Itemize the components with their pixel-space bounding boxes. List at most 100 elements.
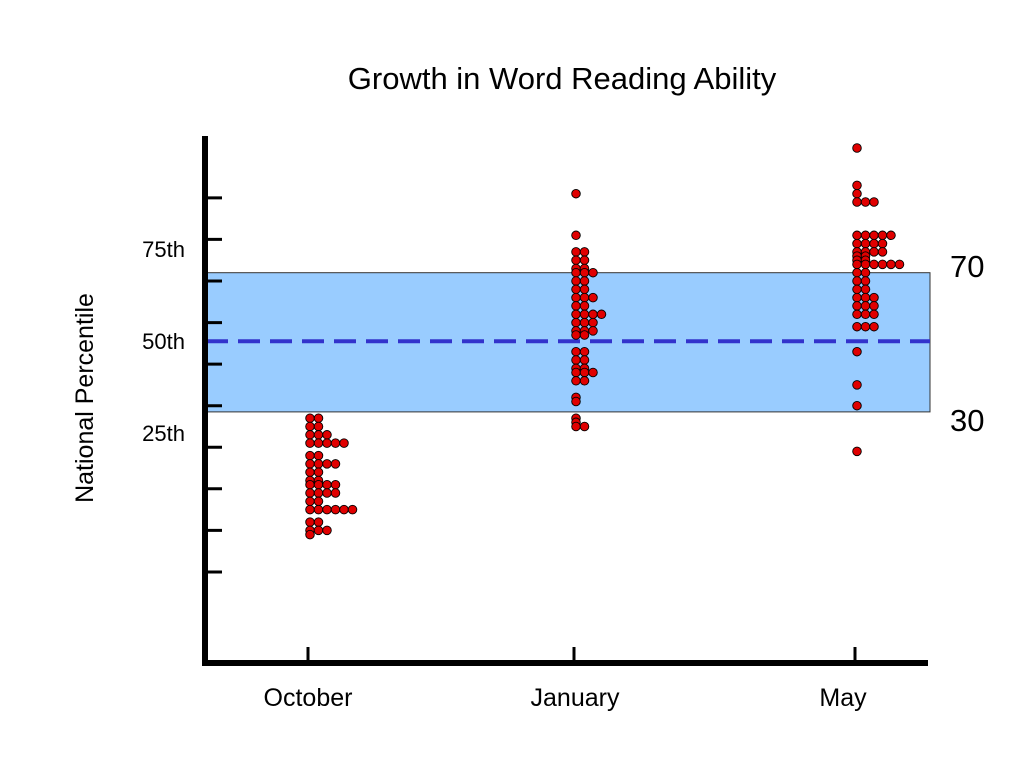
data-point-october: [322, 488, 332, 498]
data-point-october: [313, 517, 324, 527]
data-point-may: [852, 143, 862, 153]
data-point-may: [877, 247, 888, 257]
data-point-may: [852, 230, 862, 241]
data-point-january: [579, 367, 590, 378]
data-points: [305, 143, 905, 540]
data-point-may: [852, 446, 862, 457]
data-point-october: [305, 504, 315, 515]
data-point-may: [852, 197, 862, 207]
data-point-may: [869, 247, 879, 257]
data-point-october: [322, 479, 332, 490]
data-point-may: [886, 230, 896, 241]
data-point-october: [313, 413, 324, 423]
data-point-october: [313, 496, 324, 507]
data-point-january: [579, 346, 590, 357]
data-point-october: [322, 459, 332, 469]
data-point-october: [305, 438, 315, 448]
data-point-october: [322, 525, 332, 536]
data-point-may: [852, 259, 862, 270]
data-point-january: [588, 267, 598, 278]
data-point-january: [571, 376, 581, 386]
data-point-january: [596, 309, 607, 320]
data-point-january: [579, 292, 590, 303]
data-point-october: [322, 430, 332, 440]
data-point-january: [579, 421, 590, 432]
data-point-may: [877, 259, 888, 270]
data-point-may: [860, 267, 871, 278]
data-point-may: [860, 197, 871, 207]
data-point-october: [330, 504, 341, 515]
data-point-may: [869, 321, 879, 332]
data-point-october: [305, 459, 315, 469]
data-point-january: [571, 355, 581, 365]
data-point-january: [579, 255, 590, 265]
data-point-may: [869, 197, 879, 207]
data-point-january: [579, 330, 590, 340]
data-point-october: [313, 525, 324, 536]
data-point-may: [869, 230, 879, 241]
data-point-january: [579, 284, 590, 295]
data-point-january: [579, 247, 590, 257]
data-point-january: [571, 230, 581, 241]
data-point-october: [305, 529, 315, 540]
data-point-january: [571, 292, 581, 303]
data-point-may: [852, 284, 862, 295]
data-point-may: [852, 321, 862, 332]
data-point-october: [305, 488, 315, 498]
data-point-may: [852, 180, 862, 191]
data-point-may: [869, 309, 879, 320]
data-point-october: [305, 467, 315, 477]
data-point-may: [852, 276, 862, 286]
data-point-may: [852, 400, 862, 411]
y-tick-label-75th: 75th: [142, 237, 185, 262]
data-point-january: [579, 376, 590, 386]
data-point-january: [571, 330, 581, 340]
data-point-october: [305, 479, 315, 490]
data-point-january: [571, 284, 581, 295]
data-point-january: [571, 247, 581, 257]
data-point-january: [579, 301, 590, 311]
y-axis-label: National Percentile: [71, 293, 99, 503]
data-point-october: [305, 413, 315, 423]
data-point-october: [313, 430, 324, 440]
data-point-january: [571, 188, 581, 199]
data-point-may: [869, 238, 879, 249]
data-point-october: [347, 504, 358, 515]
data-point-may: [852, 380, 862, 390]
data-point-january: [579, 355, 590, 365]
data-point-january: [571, 255, 581, 265]
data-point-october: [330, 488, 341, 498]
data-point-october: [313, 488, 324, 498]
data-point-january: [588, 292, 598, 303]
data-point-may: [894, 259, 905, 270]
data-point-may: [852, 346, 862, 357]
data-point-may: [852, 267, 862, 278]
data-point-january: [579, 267, 590, 278]
data-point-may: [852, 238, 862, 249]
data-point-may: [852, 301, 862, 311]
data-point-may: [869, 292, 879, 303]
data-point-january: [588, 326, 598, 336]
y-tick-label-25th: 25th: [142, 421, 185, 446]
data-point-january: [571, 301, 581, 311]
data-point-october: [305, 450, 315, 461]
x-tick-label-january: January: [531, 684, 620, 712]
data-point-january: [571, 421, 581, 432]
data-point-january: [571, 267, 581, 278]
data-point-may: [860, 259, 871, 270]
data-point-may: [852, 188, 862, 199]
data-point-october: [330, 459, 341, 469]
data-point-may: [860, 276, 871, 286]
band-low-label: 30: [950, 403, 984, 438]
data-point-january: [571, 317, 581, 328]
data-point-january: [571, 276, 581, 286]
data-point-may: [860, 321, 871, 332]
data-point-october: [313, 504, 324, 515]
x-tick-label-may: May: [819, 684, 867, 712]
data-point-may: [886, 259, 896, 270]
data-point-may: [877, 238, 888, 249]
data-point-october: [339, 504, 349, 515]
data-point-october: [322, 438, 332, 448]
data-point-january: [571, 367, 581, 378]
